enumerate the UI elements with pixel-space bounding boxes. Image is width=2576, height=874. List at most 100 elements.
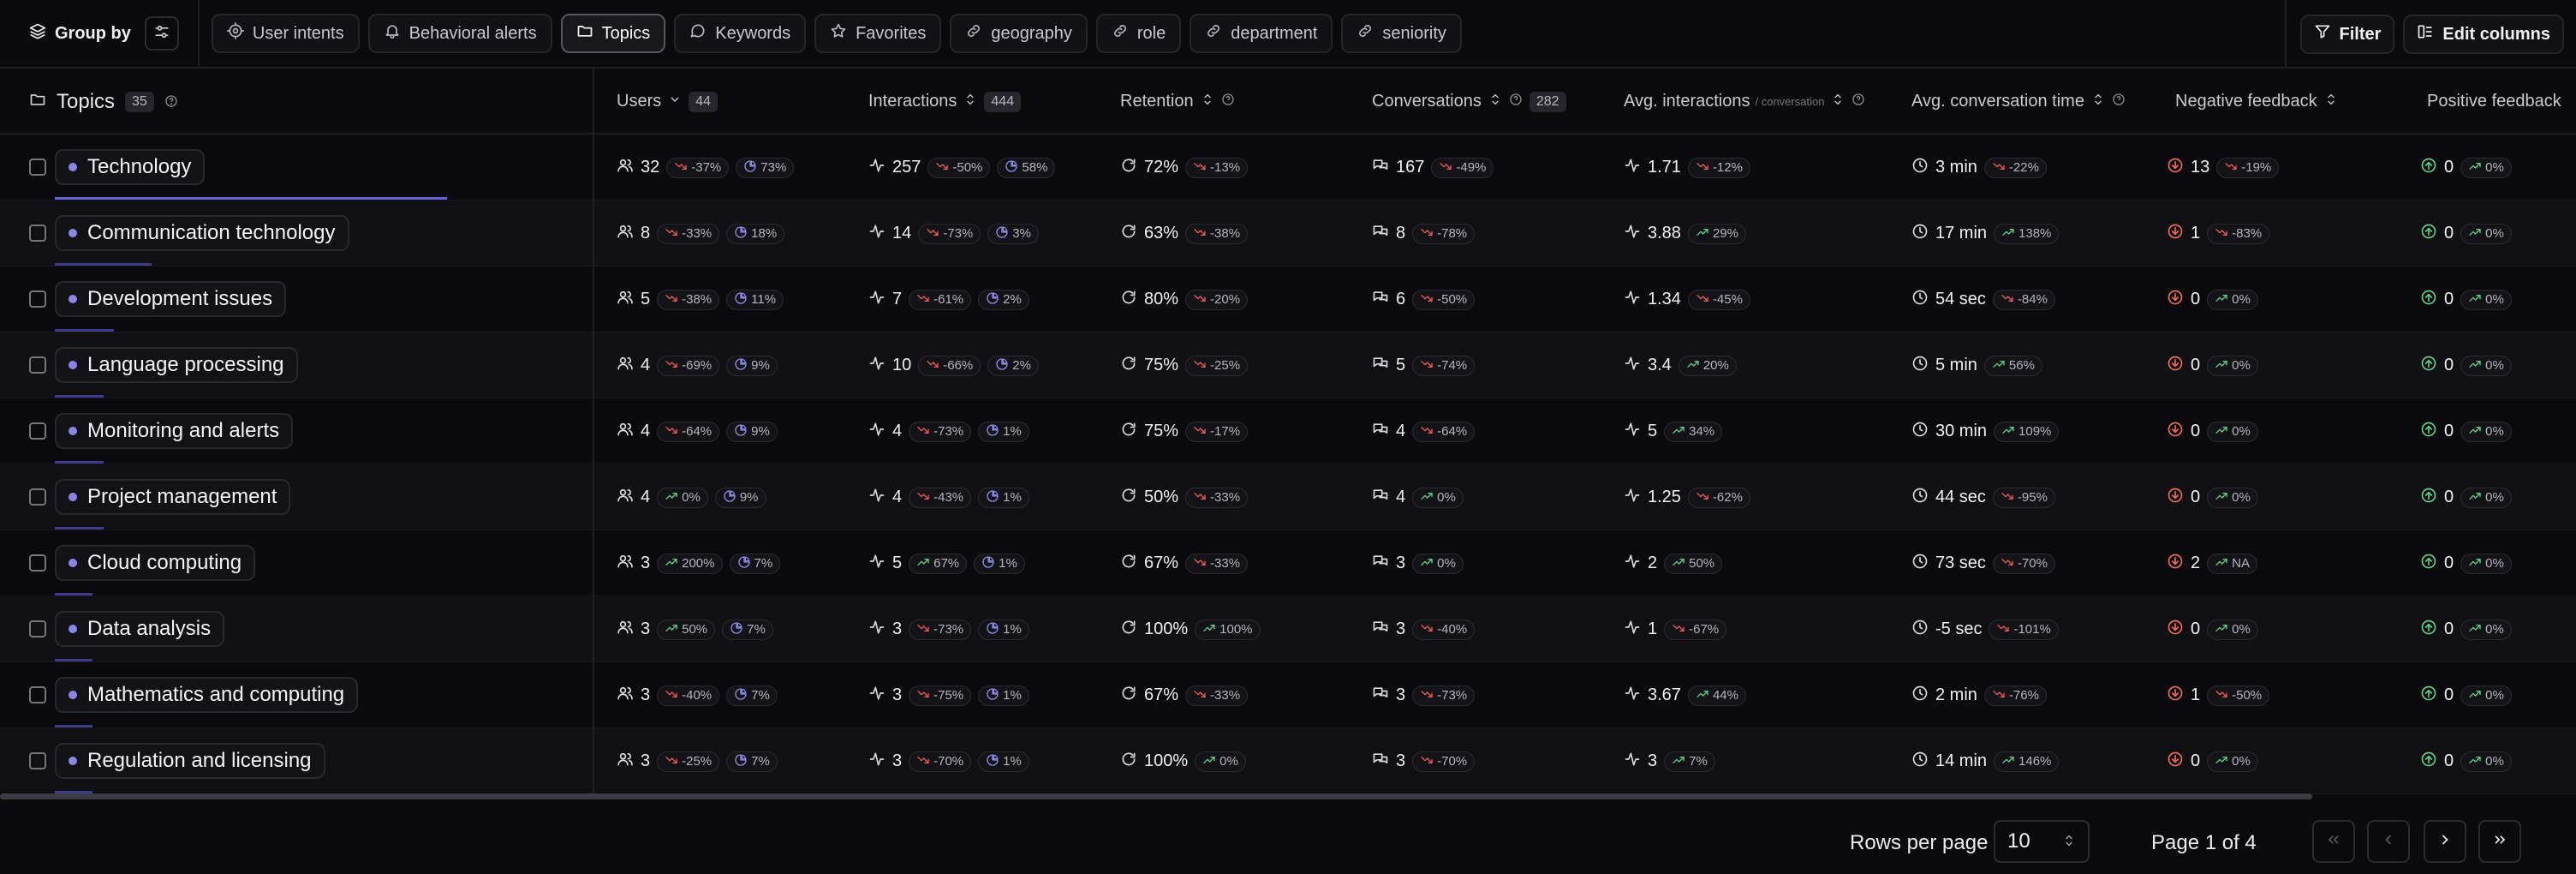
negative-feedback-cell: 1 -83%	[2167, 201, 2270, 266]
table-row[interactable]: Development issues 5 -38% 11% 7 -61% 2% 80% -20%…	[0, 266, 2576, 332]
topic-chip[interactable]: Development issues	[55, 281, 287, 317]
share-badge: 1%	[978, 421, 1029, 442]
avg-interactions-column-header[interactable]: Avg. interactions / conversation	[1624, 69, 1865, 135]
users-delta-badge: -69%	[657, 355, 720, 376]
users-cell: 3 -40% 7%	[617, 662, 778, 728]
table-row[interactable]: Cloud computing 3 200% 7% 5 67% 1% 67% -33% 3 0% 2 5…	[0, 530, 2576, 596]
filter-button[interactable]: Filter	[2299, 15, 2395, 54]
avg-interactions-delta-badge: -62%	[1687, 487, 1750, 508]
tab-behavioral-alerts[interactable]: Behavioral alerts	[367, 14, 552, 53]
tab-department[interactable]: department	[1190, 14, 1333, 53]
topics-count-badge: 35	[125, 91, 154, 112]
topic-chip[interactable]: Monitoring and alerts	[55, 413, 294, 449]
topic-chip[interactable]: Technology	[55, 149, 206, 185]
tab-user-intents[interactable]: User intents	[211, 14, 360, 53]
topics-column-header: Topics 35	[29, 69, 178, 135]
negative-feedback-column-header[interactable]: Negative feedback	[2175, 69, 2338, 135]
tab-role[interactable]: role	[1095, 14, 1182, 53]
first-page-button[interactable]	[2312, 820, 2355, 863]
tab-favorites[interactable]: Favorites	[814, 14, 942, 53]
help-icon[interactable]	[1509, 92, 1523, 111]
positive-feedback-column-header[interactable]: Positive feedback	[2427, 69, 2561, 135]
topic-share-bar	[55, 395, 104, 398]
share-value: 7%	[751, 754, 770, 769]
conversations-delta-badge: -78%	[1412, 223, 1476, 244]
group-by-button[interactable]: Group by	[29, 22, 131, 45]
table-row[interactable]: Communication technology 8 -33% 18% 14 -73% 3%…	[0, 201, 2576, 266]
table-row[interactable]: Language processing 4 -69% 9% 10 -66% 2% 75% -25…	[0, 332, 2576, 398]
last-page-button[interactable]	[2478, 820, 2521, 863]
negative-delta-badge-value: NA	[2232, 556, 2250, 571]
row-checkbox[interactable]	[29, 752, 46, 769]
table-row[interactable]: Monitoring and alerts 4 -64% 9% 4 -73% 1% 75% -1…	[0, 398, 2576, 464]
help-icon[interactable]	[1221, 92, 1235, 111]
tab-geography[interactable]: geography	[950, 14, 1088, 53]
retention-cell: 100% 100%	[1120, 596, 1261, 662]
link-icon	[1205, 22, 1222, 45]
users-column-header[interactable]: Users 44	[617, 69, 719, 135]
pie-icon	[734, 357, 748, 374]
arrow-up-circle-icon	[2420, 355, 2437, 377]
activity-icon	[1624, 421, 1641, 443]
help-icon[interactable]	[164, 90, 178, 114]
table-row[interactable]: Regulation and licensing 3 -25% 7% 3 -70% 1% 10…	[0, 728, 2576, 794]
table-row[interactable]: Data analysis 3 50% 7% 3 -73% 1% 100% 100% 3 -40% 1…	[0, 596, 2576, 662]
trend-up-icon	[665, 555, 678, 572]
trend-up-icon	[1202, 621, 1216, 638]
interactions-delta-badge: -73%	[909, 421, 972, 442]
share-value: 2%	[1012, 358, 1031, 373]
topic-share-bar	[55, 197, 447, 200]
users-value: 4	[641, 488, 651, 506]
sort-icon	[963, 92, 977, 111]
row-checkbox[interactable]	[29, 554, 46, 572]
conversations-column-header[interactable]: Conversations 282	[1372, 69, 1566, 135]
edit-columns-button[interactable]: Edit columns	[2403, 15, 2564, 54]
positive-delta-badge: 0%	[2460, 619, 2512, 640]
retention-delta-badge-value: -20%	[1210, 292, 1241, 307]
topic-chip[interactable]: Communication technology	[55, 215, 349, 251]
horizontal-scrollbar[interactable]	[0, 793, 2312, 799]
row-checkbox[interactable]	[29, 620, 46, 638]
row-checkbox[interactable]	[29, 290, 46, 308]
tab-keywords[interactable]: Keywords	[674, 14, 807, 53]
row-checkbox[interactable]	[29, 356, 46, 374]
row-checkbox[interactable]	[29, 159, 46, 176]
chevron-up-down-icon	[2062, 829, 2076, 853]
topic-chip[interactable]: Regulation and licensing	[55, 743, 325, 779]
group-settings-button[interactable]	[144, 16, 179, 51]
tab-topics[interactable]: Topics	[560, 14, 666, 53]
trend-down-icon	[1193, 225, 1207, 242]
previous-page-button[interactable]	[2367, 820, 2410, 863]
help-icon[interactable]	[1852, 92, 1865, 111]
negative-feedback-header-label: Negative feedback	[2175, 92, 2317, 111]
negative-feedback-cell: 0 0%	[2167, 398, 2258, 464]
topic-chip[interactable]: Mathematics and computing	[55, 677, 359, 713]
positive-delta-badge-value: 0%	[2485, 358, 2504, 373]
interactions-cell: 7 -61% 2%	[868, 266, 1029, 332]
table-row[interactable]: Mathematics and computing 3 -40% 7% 3 -75% 1% 6…	[0, 662, 2576, 728]
retention-delta-badge-value: -33%	[1210, 556, 1241, 571]
messages-icon	[1372, 421, 1389, 443]
avg-conversation-time-column-header[interactable]: Avg. conversation time	[1911, 69, 2126, 135]
topic-name: Mathematics and computing	[87, 683, 345, 706]
table-row[interactable]: Technology 32 -37% 73% 257 -50% 58% 72% -13% 167 -…	[0, 135, 2576, 201]
interactions-delta-badge: -61%	[909, 289, 972, 310]
topic-chip[interactable]: Project management	[55, 479, 291, 515]
table-row[interactable]: Project management 4 0% 9% 4 -43% 1% 50% -33% 4 0%…	[0, 464, 2576, 530]
tab-seniority[interactable]: seniority	[1341, 14, 1462, 53]
rows-per-page-select[interactable]: 10	[1994, 820, 2090, 863]
negative-feedback-cell: 0 0%	[2167, 728, 2258, 794]
interactions-column-header[interactable]: Interactions 444	[868, 69, 1022, 135]
topic-chip[interactable]: Language processing	[55, 347, 298, 383]
row-checkbox[interactable]	[29, 224, 46, 242]
next-page-button[interactable]	[2424, 820, 2466, 863]
help-icon[interactable]	[2112, 92, 2126, 111]
row-checkbox[interactable]	[29, 488, 46, 506]
retention-column-header[interactable]: Retention	[1120, 69, 1235, 135]
row-checkbox[interactable]	[29, 686, 46, 703]
negative-delta-badge-value: -83%	[2232, 226, 2263, 241]
topic-chip[interactable]: Cloud computing	[55, 545, 256, 581]
row-checkbox[interactable]	[29, 422, 46, 440]
tab-label: seniority	[1382, 23, 1446, 43]
topic-chip[interactable]: Data analysis	[55, 611, 225, 647]
